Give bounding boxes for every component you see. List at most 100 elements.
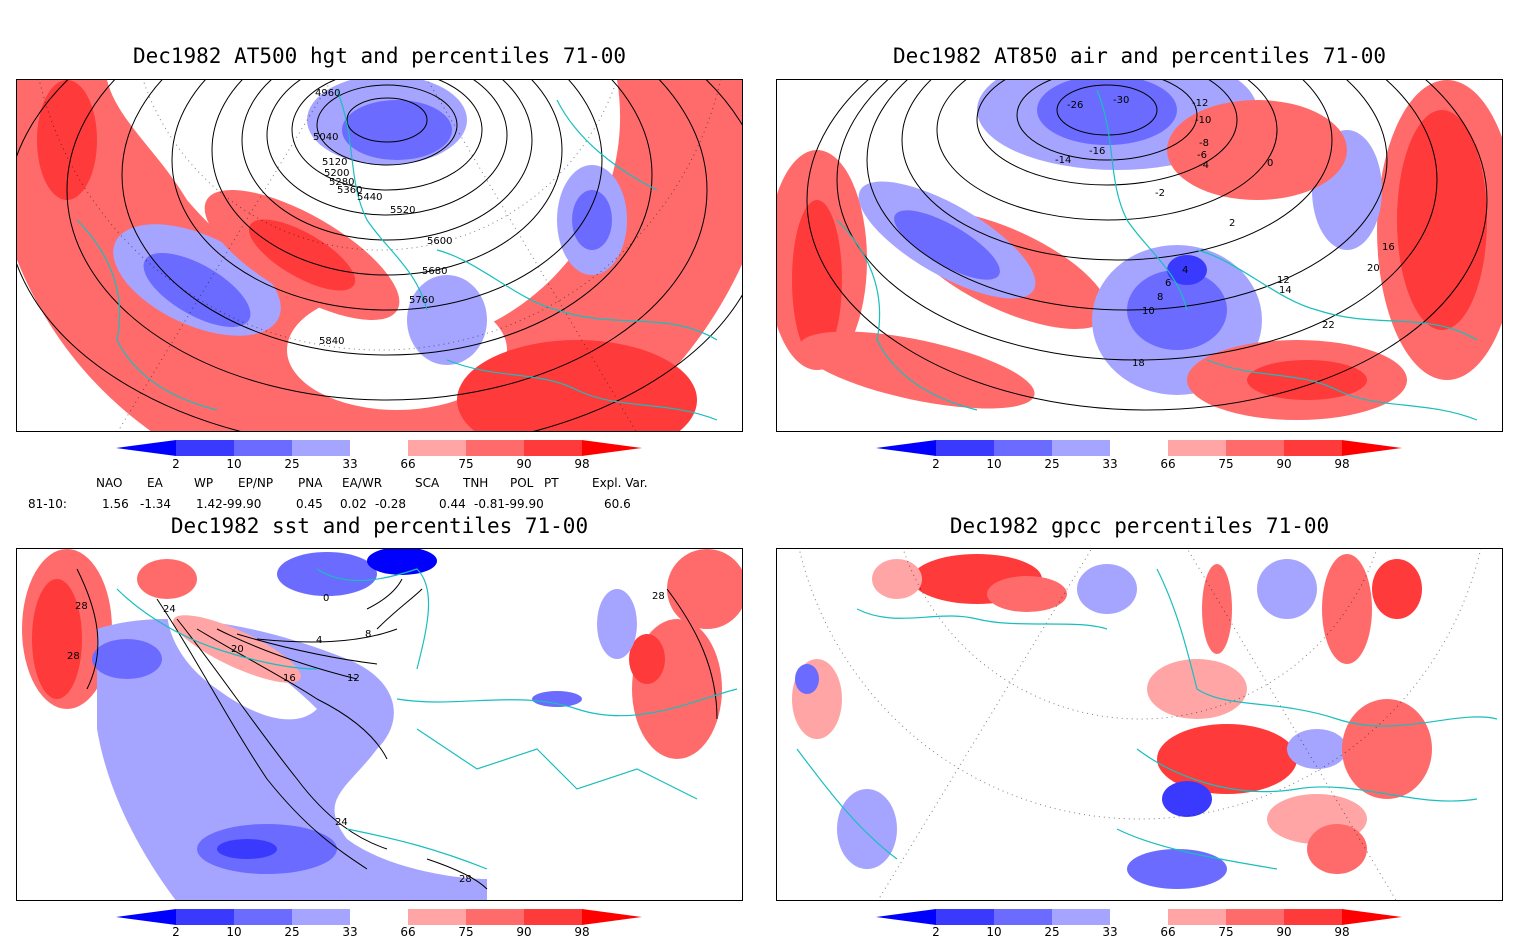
index-value: 1.42-99.90 — [196, 497, 262, 511]
colorbar-tick: 66 — [400, 457, 416, 471]
colorbar-tick: 98 — [1334, 925, 1350, 939]
colorbar-tick: 33 — [342, 457, 358, 471]
panel-title-air850: Dec1982 AT850 air and percentiles 71-00 — [892, 44, 1387, 68]
index-row-label: 81-10: — [28, 497, 67, 511]
map-hgt500 — [17, 80, 742, 431]
colorbar-tick: 75 — [1218, 925, 1234, 939]
index-header: NAO — [96, 476, 123, 490]
contour-label: -14 — [1055, 155, 1072, 166]
contour-label: 14 — [1279, 285, 1292, 296]
index-header: SCA — [415, 476, 440, 490]
index-value: 60.6 — [604, 497, 631, 511]
colorbar-tick: 2 — [172, 925, 180, 939]
colorbar-tick: 75 — [458, 457, 474, 471]
contour-label: -4 — [1199, 160, 1209, 171]
index-header: Expl. Var. — [592, 476, 648, 490]
contour-label: -6 — [1197, 150, 1207, 161]
map-panel-sst: 28 28 24 20 16 12 8 4 0 24 28 28 — [16, 548, 743, 901]
colorbar-tick: 66 — [400, 925, 416, 939]
contour-label: 5440 — [357, 192, 383, 203]
colorbar-tick: 66 — [1160, 925, 1176, 939]
map-panel-gpcc — [776, 548, 1503, 901]
contour-label: 5520 — [390, 205, 416, 216]
colorbar-graphic — [116, 440, 642, 456]
colorbar-tick: 75 — [1218, 457, 1234, 471]
index-header: EP/NP — [238, 476, 274, 490]
contour-label: 28 — [75, 601, 88, 612]
contour-label: 24 — [163, 604, 176, 615]
contour-label: 0 — [1267, 158, 1274, 169]
colorbar-tick: 25 — [284, 457, 300, 471]
contour-label: 16 — [1382, 242, 1395, 253]
contour-label: 5360 — [337, 185, 363, 196]
contour-label: 5280 — [329, 177, 355, 188]
contour-label: 12 — [1277, 275, 1290, 286]
colorbar-tick: 90 — [1276, 457, 1292, 471]
index-header: TNH — [463, 476, 489, 490]
colorbar-tick: 10 — [986, 925, 1002, 939]
map-gpcc — [777, 549, 1502, 900]
contour-label: 10 — [1142, 306, 1155, 317]
index-header: EA — [147, 476, 163, 490]
colorbar-tick: 25 — [284, 925, 300, 939]
colorbar-tick: 75 — [458, 925, 474, 939]
contour-label: 5760 — [409, 295, 435, 306]
map-panel-air850: -26 -30 -12 -10 -8 -6 -4 -14 -16 0 -2 2 … — [776, 79, 1503, 432]
contour-label: 8 — [1157, 292, 1164, 303]
colorbar-tick: 33 — [342, 925, 358, 939]
panel-title-gpcc: Dec1982 gpcc percentiles 71-00 — [949, 514, 1330, 538]
index-header: PNA — [298, 476, 323, 490]
contour-label: 8 — [365, 629, 372, 640]
colorbar-tick: 2 — [172, 457, 180, 471]
contour-label: 4 — [1182, 265, 1189, 276]
colorbar-tick: 10 — [226, 457, 242, 471]
colorbar-bottom-right: 2 10 25 33 66 75 90 98 — [876, 909, 1406, 940]
colorbar-tick: 33 — [1102, 457, 1118, 471]
colorbar-tick: 2 — [932, 457, 940, 471]
colorbar-tick: 90 — [516, 925, 532, 939]
map-panel-hgt500: 4960 5040 5120 5200 5280 5360 5440 5520 … — [16, 79, 743, 432]
colorbar-top-left: 2 10 25 33 66 75 90 98 — [116, 440, 646, 476]
index-value: 0.44 — [439, 497, 466, 511]
contour-label: 5120 — [322, 157, 348, 168]
contour-label: 28 — [652, 591, 665, 602]
colorbar-tick: 98 — [574, 925, 590, 939]
map-air850 — [777, 80, 1502, 431]
panel-title-sst: Dec1982 sst and percentiles 71-00 — [170, 514, 589, 538]
colorbar-graphic — [876, 440, 1402, 456]
colorbar-tick: 25 — [1044, 457, 1060, 471]
contour-label: -26 — [1067, 100, 1084, 111]
contour-label: 5200 — [324, 168, 350, 179]
colorbar-top-right: 2 10 25 33 66 75 90 98 — [876, 440, 1406, 476]
contour-label: -30 — [1113, 95, 1130, 106]
contour-label: 6 — [1165, 278, 1172, 289]
contour-label: -10 — [1195, 115, 1212, 126]
contour-label: -12 — [1192, 98, 1209, 109]
colorbar-bottom-left: 2 10 25 33 66 75 90 98 — [116, 909, 646, 940]
contour-label: 28 — [67, 651, 80, 662]
contour-label: 22 — [1322, 320, 1335, 331]
map-sst — [17, 549, 742, 900]
contour-label: -16 — [1089, 146, 1106, 157]
index-header: PT — [544, 476, 559, 490]
contour-label: 2 — [1229, 218, 1236, 229]
contour-label: 4 — [316, 635, 323, 646]
colorbar-tick: 33 — [1102, 925, 1118, 939]
colorbar-tick: 10 — [986, 457, 1002, 471]
colorbar-tick: 90 — [516, 457, 532, 471]
contour-label: 16 — [283, 673, 296, 684]
contour-label: 24 — [335, 817, 348, 828]
index-value: 1.56 — [102, 497, 129, 511]
contour-label: 5040 — [313, 132, 339, 143]
index-header: WP — [194, 476, 214, 490]
contour-label: 28 — [459, 874, 472, 885]
index-value: -1.34 — [140, 497, 172, 511]
contour-label: 5840 — [319, 336, 345, 347]
colorbar-graphic — [116, 909, 642, 925]
contour-label: 4960 — [315, 88, 341, 99]
contour-label: 18 — [1132, 358, 1145, 369]
colorbar-tick: 98 — [1334, 457, 1350, 471]
index-header: POL — [510, 476, 534, 490]
index-value: -0.28 — [375, 497, 407, 511]
colorbar-tick: 98 — [574, 457, 590, 471]
